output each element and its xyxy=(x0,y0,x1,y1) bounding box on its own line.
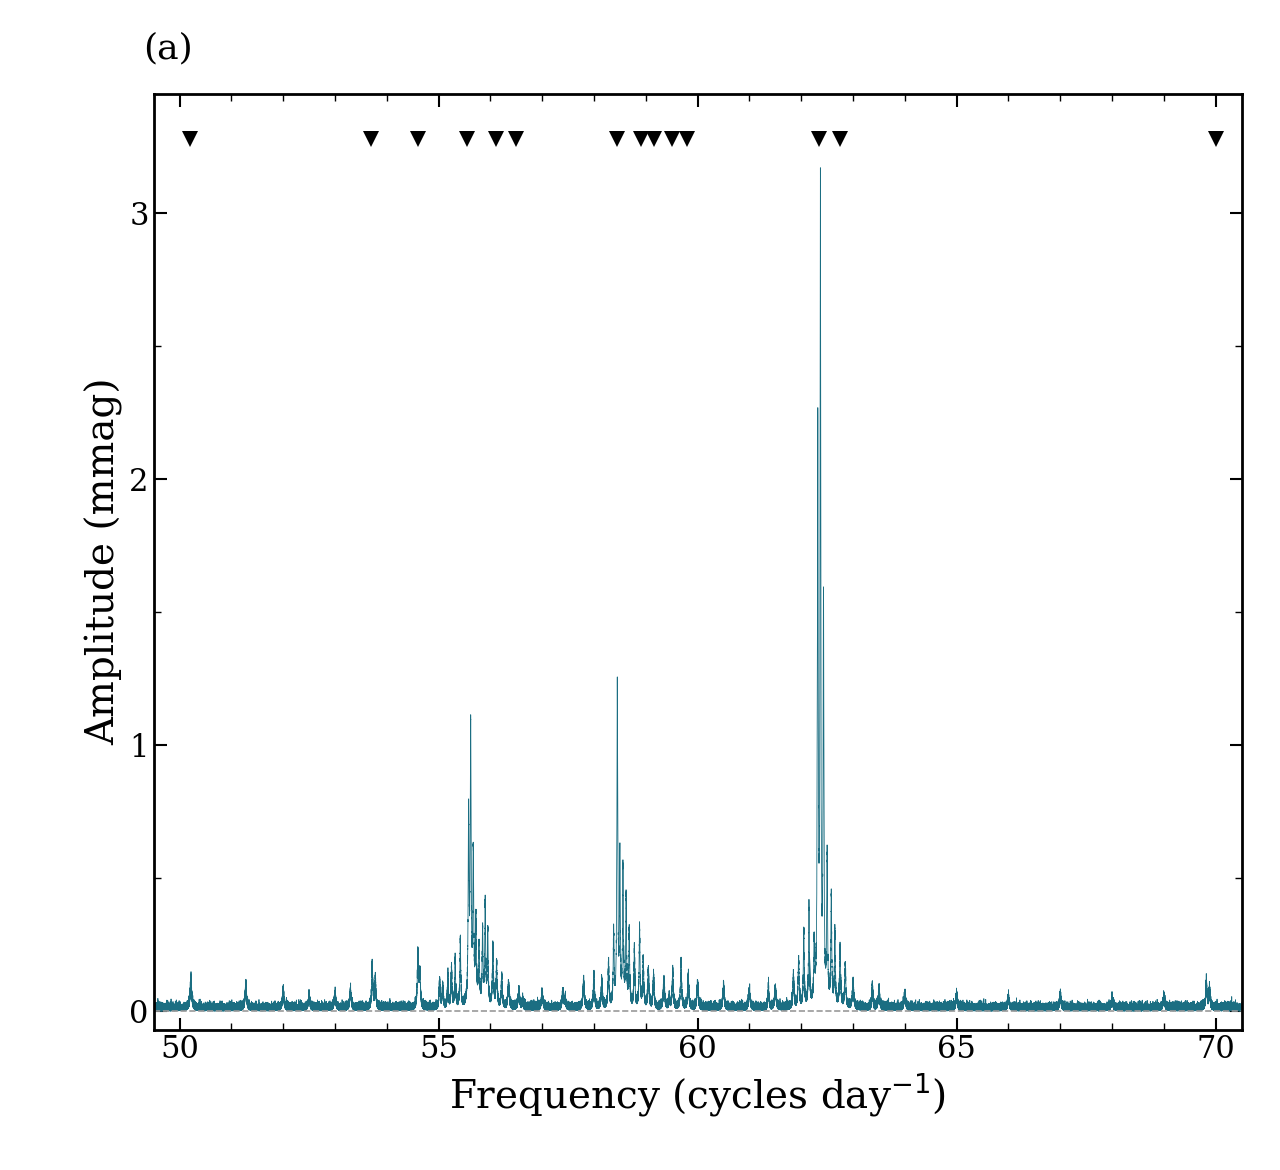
Text: (a): (a) xyxy=(143,32,192,66)
Y-axis label: Amplitude (mmag): Amplitude (mmag) xyxy=(86,378,124,745)
X-axis label: Frequency (cycles day$^{-1}$): Frequency (cycles day$^{-1}$) xyxy=(449,1071,946,1119)
